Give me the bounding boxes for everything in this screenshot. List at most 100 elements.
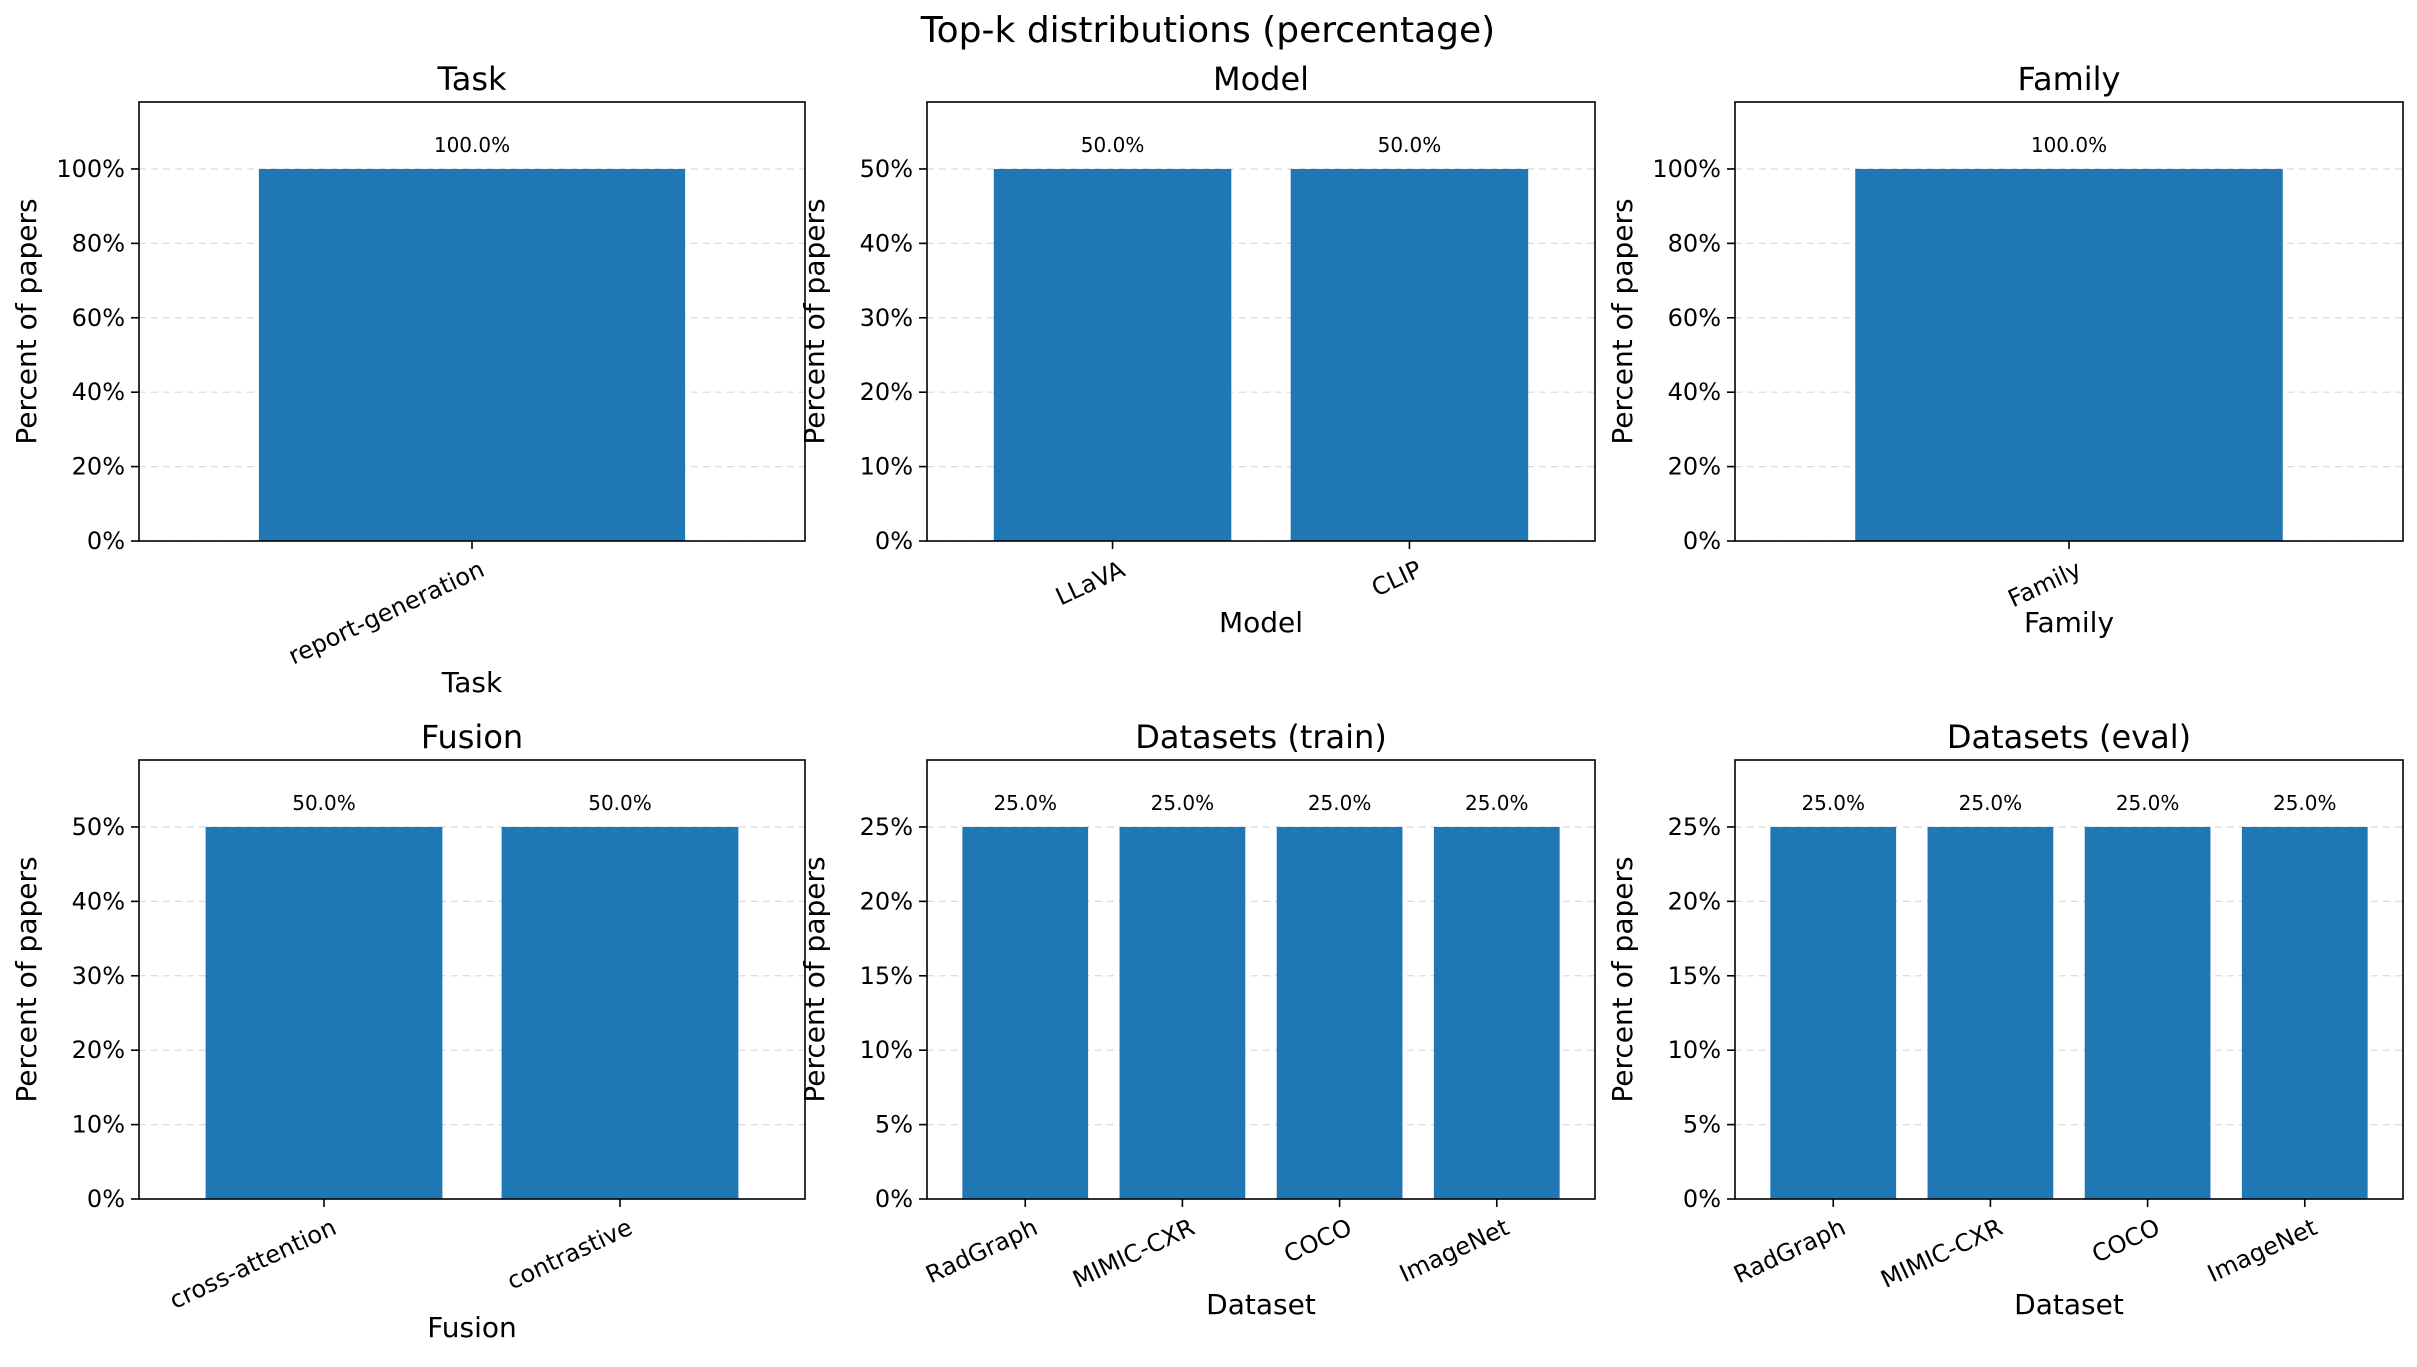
y-tick-label: 40% bbox=[860, 229, 913, 257]
x-tick-label: CLIP bbox=[1367, 555, 1426, 602]
x-tick-label: LLaVA bbox=[1051, 555, 1129, 611]
y-tick-label: 20% bbox=[1668, 887, 1721, 915]
x-axis-label: Dataset bbox=[1206, 1288, 1316, 1321]
y-tick-label: 20% bbox=[72, 453, 125, 481]
bar bbox=[1433, 826, 1560, 1199]
bar bbox=[993, 168, 1232, 541]
data-label: 25.0% bbox=[1308, 791, 1372, 815]
subplot-2: 0% 10% 20% 30% 40% 50% 50.0% LLaVA 50.0% CLIP Mode… bbox=[798, 60, 1596, 639]
y-tick-label: 15% bbox=[1668, 962, 1721, 990]
bar bbox=[1290, 168, 1529, 541]
subplot-4: 0% 10% 20% 30% 40% 50% 50.0% cross-attention 50.… bbox=[10, 718, 806, 1344]
y-tick-label: 80% bbox=[1668, 229, 1721, 257]
axes-frame bbox=[138, 759, 806, 1200]
x-axis-label: Family bbox=[2024, 606, 2114, 639]
data-label: 100.0% bbox=[2031, 133, 2107, 157]
y-tick-label: 10% bbox=[1668, 1036, 1721, 1064]
y-tick-label: 80% bbox=[72, 229, 125, 257]
subplot-title: Datasets (eval) bbox=[1947, 718, 2191, 756]
bar bbox=[1276, 826, 1403, 1199]
y-tick-label: 10% bbox=[860, 453, 913, 481]
y-tick-label: 100% bbox=[1652, 155, 1721, 183]
subplot-title: Fusion bbox=[421, 718, 523, 756]
bar bbox=[1927, 826, 2054, 1199]
x-axis-label: Task bbox=[441, 666, 503, 699]
y-tick-label: 20% bbox=[860, 887, 913, 915]
x-tick-label: RadGraph bbox=[921, 1213, 1041, 1289]
subplot-1: 0% 20% 40% 60% 80% 100% 100.0% report-generatio… bbox=[10, 60, 806, 699]
subplot-3: 0%20%40%60%80%100%100.0%FamilyFamilyFami… bbox=[1606, 60, 2404, 639]
bar bbox=[258, 168, 686, 541]
y-tick-label: 5% bbox=[1683, 1111, 1721, 1139]
y-tick-label: 0% bbox=[87, 527, 125, 555]
subplot-title: Model bbox=[1213, 60, 1309, 98]
bar bbox=[1119, 826, 1246, 1199]
subplot-title: Task bbox=[436, 60, 507, 98]
bar bbox=[2084, 826, 2211, 1199]
y-tick-label: 5% bbox=[875, 1111, 913, 1139]
data-label: 25.0% bbox=[2116, 791, 2180, 815]
data-label: 25.0% bbox=[2273, 791, 2337, 815]
y-tick-label: 0% bbox=[1683, 527, 1721, 555]
y-tick-label: 25% bbox=[860, 813, 913, 841]
y-tick-label: 0% bbox=[1683, 1185, 1721, 1213]
bar bbox=[962, 826, 1089, 1199]
bar bbox=[1855, 168, 2283, 541]
y-tick-label: 60% bbox=[72, 304, 125, 332]
x-tick-label: cross-attention bbox=[165, 1213, 340, 1315]
data-label: 25.0% bbox=[1801, 791, 1865, 815]
bar bbox=[2241, 826, 2368, 1199]
data-label: 25.0% bbox=[1959, 791, 2023, 815]
y-tick-label: 50% bbox=[860, 155, 913, 183]
y-tick-label: 40% bbox=[72, 887, 125, 915]
x-tick-label: COCO bbox=[2088, 1213, 2164, 1269]
x-tick-label: ImageNet bbox=[2203, 1213, 2321, 1288]
y-tick-label: 40% bbox=[1668, 378, 1721, 406]
y-tick-label: 60% bbox=[1668, 304, 1721, 332]
subplot-title: Family bbox=[2018, 60, 2121, 98]
x-tick-label: COCO bbox=[1280, 1213, 1356, 1269]
x-tick-label: report-generation bbox=[284, 555, 488, 670]
x-axis-label: Fusion bbox=[427, 1311, 517, 1344]
y-tick-label: 10% bbox=[72, 1111, 125, 1139]
data-label: 50.0% bbox=[292, 791, 356, 815]
x-tick-label: MIMIC-CXR bbox=[1877, 1213, 2007, 1294]
subplot-5: 0% 5% 10% 15% 20% 25% 25.0% RadGraph 25.0% MIMIC-… bbox=[798, 718, 1596, 1321]
y-axis-label: Percent of papers bbox=[1606, 856, 1639, 1102]
y-axis-label: Percent of papers bbox=[1606, 198, 1639, 444]
axes-frame bbox=[1734, 101, 2404, 542]
data-label: 100.0% bbox=[434, 133, 510, 157]
y-tick-label: 15% bbox=[860, 962, 913, 990]
x-tick-label: ImageNet bbox=[1395, 1213, 1513, 1288]
y-axis-label: Percent of papers bbox=[10, 198, 43, 444]
bar bbox=[1770, 826, 1897, 1199]
y-tick-label: 40% bbox=[72, 378, 125, 406]
subplot-6: 0% 5% 10% 15% 20% 25% 25.0% RadGraph 25.0% MIMIC-… bbox=[1606, 718, 2404, 1321]
data-label: 50.0% bbox=[588, 791, 652, 815]
data-label: 50.0% bbox=[1081, 133, 1145, 157]
y-axis-label: Percent of papers bbox=[10, 856, 43, 1102]
subplot-grid: 0% 20% 40% 60% 80% 100% 100.0% report-generatio… bbox=[10, 60, 2404, 1344]
x-axis-label: Dataset bbox=[2014, 1288, 2124, 1321]
y-tick-label: 20% bbox=[72, 1036, 125, 1064]
figure-title: Top-k distributions (percentage) bbox=[920, 10, 1495, 51]
data-label: 25.0% bbox=[993, 791, 1057, 815]
bar bbox=[205, 826, 443, 1199]
y-tick-label: 25% bbox=[1668, 813, 1721, 841]
y-tick-label: 10% bbox=[860, 1036, 913, 1064]
y-tick-label: 20% bbox=[860, 378, 913, 406]
y-tick-label: 0% bbox=[875, 527, 913, 555]
axes-frame bbox=[926, 759, 1596, 1200]
axes-frame bbox=[138, 101, 806, 542]
x-tick-label: RadGraph bbox=[1729, 1213, 1849, 1289]
x-tick-label: MIMIC-CXR bbox=[1069, 1213, 1199, 1294]
y-axis-label: Percent of papers bbox=[798, 198, 831, 444]
bar bbox=[501, 826, 739, 1199]
data-label: 25.0% bbox=[1151, 791, 1215, 815]
y-tick-label: 30% bbox=[72, 962, 125, 990]
axes-frame bbox=[926, 101, 1596, 542]
data-label: 50.0% bbox=[1378, 133, 1442, 157]
y-tick-label: 100% bbox=[56, 155, 125, 183]
y-tick-label: 20% bbox=[1668, 453, 1721, 481]
y-tick-label: 50% bbox=[72, 813, 125, 841]
